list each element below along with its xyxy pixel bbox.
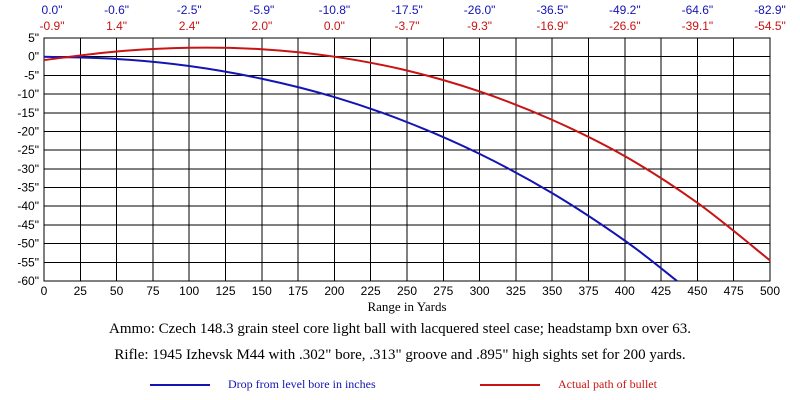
y-tick-label: -60"	[17, 274, 39, 288]
x-tick-label: 300	[470, 284, 490, 298]
plot-frame	[43, 37, 771, 282]
x-tick-label: 475	[724, 284, 744, 298]
x-tick-label: 100	[179, 284, 199, 298]
y-tick-label: -10"	[17, 87, 39, 101]
x-tick-label: 25	[74, 284, 88, 298]
top-path-label: 2.4"	[179, 19, 200, 33]
top-drop-label: -10.8"	[319, 3, 351, 17]
legend-drop-label: Drop from level bore in inches	[228, 377, 376, 391]
top-path-label: -39.1"	[682, 19, 714, 33]
x-tick-label: 500	[760, 284, 780, 298]
x-tick-label: 400	[615, 284, 635, 298]
x-tick-label: 200	[324, 284, 344, 298]
y-tick-label: -35"	[17, 181, 39, 195]
x-tick-label: 0	[41, 284, 48, 298]
top-drop-label: -36.5"	[536, 3, 568, 17]
legend-path-label: Actual path of bullet	[558, 377, 657, 391]
y-tick-label: -30"	[17, 162, 39, 176]
x-tick-label: 225	[361, 284, 381, 298]
series-line-drop	[43, 55, 678, 282]
x-tick-label: 175	[288, 284, 308, 298]
top-path-label: -16.9"	[536, 19, 568, 33]
x-axis-label: Range in Yards	[367, 299, 446, 314]
x-tick-label: 375	[578, 284, 598, 298]
top-path-label: -9.3"	[467, 19, 492, 33]
y-tick-label: -50"	[17, 237, 39, 251]
top-path-label: -3.7"	[395, 19, 420, 33]
series-line-path	[43, 46, 771, 262]
y-tick-label: -20"	[17, 124, 39, 138]
y-tick-label: -15"	[17, 106, 39, 120]
x-tick-label: 50	[110, 284, 124, 298]
top-path-label: -26.6"	[609, 19, 641, 33]
x-tick-label: 75	[146, 284, 160, 298]
legend-path: Actual path of bullet	[480, 377, 657, 392]
x-tick-label: 125	[215, 284, 235, 298]
top-drop-label: -26.0"	[464, 3, 496, 17]
top-drop-label: -49.2"	[609, 3, 641, 17]
x-tick-label: 150	[252, 284, 272, 298]
rifle-caption: Rifle: 1945 Izhevsk M44 with .302" bore,…	[114, 347, 686, 363]
top-path-label: -54.5"	[754, 19, 786, 33]
top-drop-label: -2.5"	[177, 3, 202, 17]
ammo-caption: Ammo: Czech 148.3 grain steel core light…	[109, 321, 691, 337]
y-tick-label: 5"	[28, 31, 39, 45]
x-tick-label: 250	[397, 284, 417, 298]
top-path-label: 0.0"	[324, 19, 345, 33]
legend-path-swatch	[480, 383, 540, 386]
top-drop-label: -82.9"	[754, 3, 786, 17]
x-tick-label: 450	[687, 284, 707, 298]
top-path-label: -0.9"	[40, 19, 65, 33]
y-tick-label: -45"	[17, 218, 39, 232]
legend-drop: Drop from level bore in inches	[150, 377, 376, 392]
x-tick-label: 325	[506, 284, 526, 298]
y-tick-label: 0"	[28, 50, 39, 64]
top-path-label: 2.0"	[251, 19, 272, 33]
top-drop-label: -64.6"	[682, 3, 714, 17]
x-tick-label: 425	[651, 284, 671, 298]
y-tick-label: -55"	[17, 255, 39, 269]
legend-drop-swatch	[150, 383, 210, 386]
x-tick-label: 275	[433, 284, 453, 298]
top-drop-label: 0.0"	[42, 3, 63, 17]
x-tick-label: 350	[542, 284, 562, 298]
top-drop-label: -0.6"	[104, 3, 129, 17]
y-tick-label: -25"	[17, 143, 39, 157]
y-tick-label: -40"	[17, 199, 39, 213]
top-drop-label: -17.5"	[391, 3, 423, 17]
top-drop-label: -5.9"	[249, 3, 274, 17]
y-tick-label: -5"	[24, 68, 39, 82]
top-path-label: 1.4"	[106, 19, 127, 33]
ballistics-chart: 0 25 50 75 100 125 150 175 200 225 250 275 300 325 350…	[17, 3, 786, 314]
